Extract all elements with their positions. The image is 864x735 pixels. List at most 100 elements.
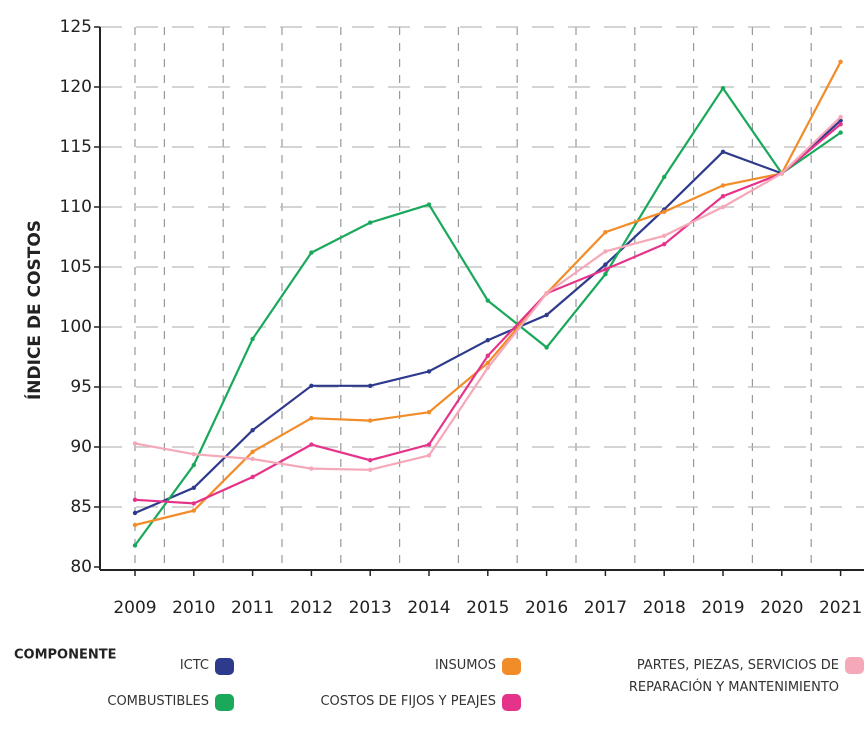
point <box>368 467 373 472</box>
point <box>309 383 314 388</box>
x-tick-label: 2020 <box>760 598 803 618</box>
point <box>779 171 784 176</box>
point <box>309 442 314 447</box>
point <box>838 122 843 127</box>
y-tick-label: 90 <box>70 437 92 457</box>
point <box>191 508 196 513</box>
point <box>720 204 726 210</box>
point <box>838 59 843 64</box>
point <box>603 230 608 235</box>
legend-swatch <box>502 657 521 675</box>
x-tick-label: 2012 <box>290 598 333 618</box>
point <box>191 462 196 468</box>
point <box>368 418 373 423</box>
y-tick-label: 80 <box>70 557 92 577</box>
point <box>426 410 432 415</box>
legend-title: COMPONENTE <box>14 648 117 663</box>
x-tick-label: 2021 <box>819 598 862 618</box>
point <box>544 291 549 296</box>
point <box>720 149 726 154</box>
point <box>720 194 726 199</box>
point <box>603 249 608 254</box>
legend-swatch <box>215 693 234 711</box>
y-tick-label: 85 <box>70 497 92 517</box>
y-tick-label: 100 <box>60 317 92 337</box>
point <box>191 501 196 506</box>
x-tick-label: 2011 <box>231 598 274 618</box>
x-tick-label: 2014 <box>407 598 450 618</box>
legend-label: COSTOS DE FIJOS Y PEAJES <box>320 694 496 709</box>
x-tick-label: 2019 <box>701 598 744 618</box>
y-tick-label: 120 <box>60 77 92 97</box>
point <box>603 267 608 272</box>
point <box>485 353 490 358</box>
point <box>485 360 490 366</box>
point <box>132 510 138 516</box>
point <box>426 369 432 374</box>
x-tick-label: 2018 <box>643 598 686 618</box>
x-tick-label: 2009 <box>113 598 156 618</box>
legend-label: COMBUSTIBLES <box>107 694 209 709</box>
point <box>132 497 138 502</box>
point <box>250 456 255 462</box>
point <box>426 202 432 207</box>
point <box>662 209 667 214</box>
point <box>485 338 490 343</box>
point <box>250 449 255 454</box>
legend-swatch <box>502 693 521 711</box>
point <box>132 441 138 446</box>
point <box>368 458 373 463</box>
legend-item: ICTC <box>180 655 234 677</box>
series-line <box>134 119 842 515</box>
y-tick-label: 110 <box>60 197 92 217</box>
y-tick-label: 125 <box>60 17 92 37</box>
point <box>309 466 314 471</box>
point <box>426 453 432 458</box>
x-tick-label: 2017 <box>584 598 627 618</box>
point <box>250 428 255 433</box>
y-tick-label: 115 <box>60 137 92 157</box>
series-line <box>134 61 842 527</box>
point <box>132 543 138 548</box>
legend-item: INSUMOS <box>435 655 521 677</box>
x-tick-label: 2015 <box>466 598 509 618</box>
y-axis-label: ÍNDICE DE COSTOS <box>23 220 45 400</box>
legend-label: INSUMOS <box>434 658 496 673</box>
point <box>662 233 667 238</box>
point <box>838 130 843 135</box>
point <box>250 474 255 480</box>
legend-item: COMBUSTIBLES <box>107 691 234 713</box>
legend-label: PARTES, PIEZAS, SERVICIOS DE REPARACIÓN … <box>628 658 839 695</box>
point <box>662 242 667 247</box>
y-tick-label: 95 <box>70 377 92 397</box>
series-line <box>134 116 842 471</box>
point <box>485 298 490 303</box>
point <box>426 442 432 447</box>
point <box>250 336 255 342</box>
point <box>603 262 608 267</box>
point <box>309 416 314 421</box>
point <box>838 114 843 120</box>
point <box>662 174 667 180</box>
point <box>368 220 373 225</box>
point <box>720 86 726 91</box>
legend-item: PARTES, PIEZAS, SERVICIOS DE REPARACIÓN … <box>564 655 864 699</box>
legend-label: ICTC <box>179 658 209 673</box>
point <box>191 485 196 490</box>
point <box>485 365 490 370</box>
point <box>309 250 314 255</box>
legend-item: COSTOS DE FIJOS Y PEAJES <box>320 691 521 713</box>
point <box>544 312 549 318</box>
point <box>603 272 608 277</box>
x-tick-label: 2013 <box>349 598 392 618</box>
legend-swatch <box>845 657 864 674</box>
x-tick-label: 2010 <box>172 598 215 618</box>
y-tick-label: 105 <box>60 257 92 277</box>
legend-swatch <box>215 657 234 675</box>
point <box>544 345 549 350</box>
x-tick-label: 2016 <box>525 598 568 618</box>
point <box>132 522 138 528</box>
point <box>720 183 726 188</box>
